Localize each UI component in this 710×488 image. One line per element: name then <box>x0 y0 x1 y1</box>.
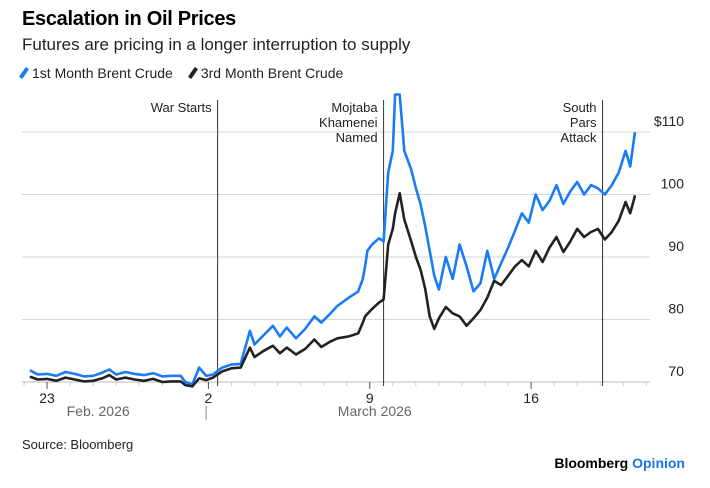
annotation-label: Attack <box>560 130 597 145</box>
legend-item-3rd-month: 3rd Month Brent Crude <box>187 65 344 81</box>
y-tick-label: 70 <box>668 363 684 379</box>
x-tick-label: 2 <box>205 390 213 406</box>
legend: 1st Month Brent Crude 3rd Month Brent Cr… <box>18 65 344 81</box>
x-tick-label: 16 <box>523 390 539 406</box>
annotation-label: War Starts <box>151 100 212 115</box>
brand-main: Bloomberg <box>554 455 629 471</box>
brand-accent: Opinion <box>632 455 685 471</box>
y-tick-label: 80 <box>668 301 684 317</box>
annotation-label: Pars <box>570 115 597 130</box>
chart-title: Escalation in Oil Prices <box>22 8 237 30</box>
legend-label: 3rd Month Brent Crude <box>200 65 344 81</box>
month-label: Feb. 2026 <box>67 403 130 419</box>
annotation-label: Mojtaba <box>331 100 378 115</box>
month-label: March 2026 <box>338 403 412 419</box>
annotation-label: Named <box>336 130 378 145</box>
series-line-3rd-month-brent <box>29 191 637 388</box>
y-tick-label: $110 <box>654 113 684 129</box>
source-note: Source: Bloomberg <box>22 437 134 452</box>
brand-logo: Bloomberg Opinion <box>554 455 685 471</box>
x-tick-label: 9 <box>366 390 374 406</box>
chart-subtitle: Futures are pricing in a longer interrup… <box>22 35 411 54</box>
legend-item-1st-month: 1st Month Brent Crude <box>18 65 173 81</box>
annotation-label: Khamenei <box>319 115 378 130</box>
annotation-label: South <box>563 100 597 115</box>
y-tick-label: 100 <box>661 176 685 192</box>
x-tick-label: 23 <box>39 390 55 406</box>
y-tick-label: 90 <box>668 238 684 254</box>
series-line-1st-month-brent <box>29 93 637 386</box>
legend-label: 1st Month Brent Crude <box>32 65 173 81</box>
